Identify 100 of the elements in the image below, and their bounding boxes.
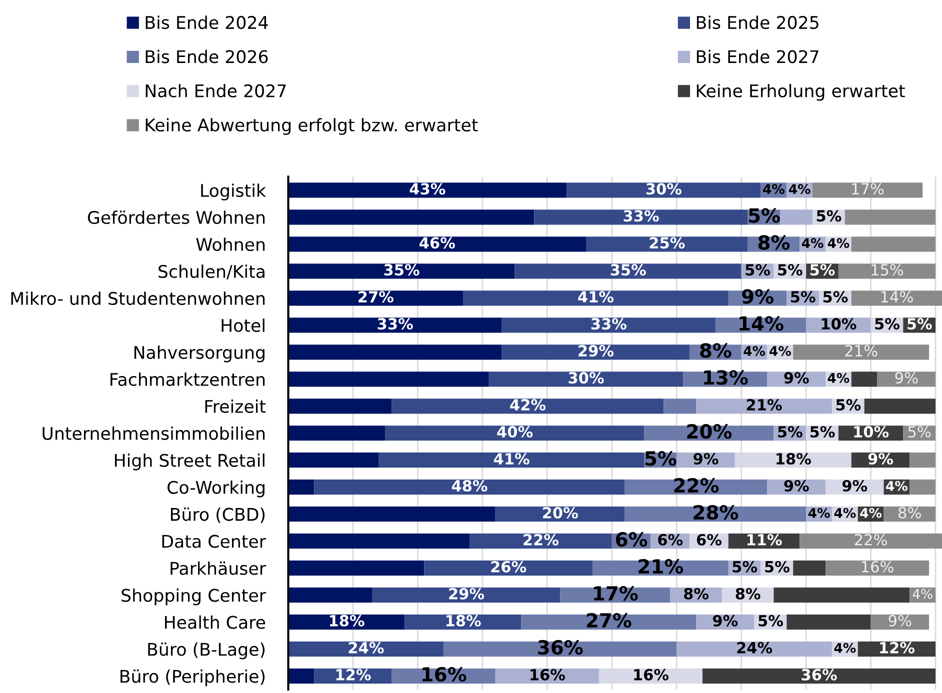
data-label: 48% (452, 480, 488, 492)
data-label: 18% (330, 614, 364, 626)
data-label: 21% (845, 345, 878, 357)
data-label: 4% (834, 508, 856, 518)
data-label: 4% (912, 588, 932, 599)
bar (521, 614, 696, 630)
bar (664, 398, 696, 414)
bar (288, 318, 502, 333)
data-label: 20% (543, 506, 578, 519)
y-tick-label: Fachmarktzentren (110, 372, 265, 386)
data-label: 29% (578, 345, 614, 357)
data-label: 5% (875, 318, 900, 330)
bar (392, 398, 664, 414)
data-label: 5% (758, 614, 783, 626)
data-label: 36% (802, 668, 837, 680)
y-tick-label: Büro (B-Lage) (148, 642, 265, 660)
bar (444, 641, 677, 657)
data-label: 12% (880, 642, 914, 654)
data-label: 24% (737, 642, 772, 654)
bar (800, 534, 942, 549)
data-label: 4% (828, 238, 850, 248)
data-label: 8% (736, 588, 760, 600)
bar (288, 506, 496, 522)
data-label: 36% (538, 640, 583, 655)
bar (793, 560, 826, 576)
bar (288, 480, 314, 495)
bar (378, 452, 644, 468)
bar (288, 668, 314, 684)
bar (702, 668, 936, 684)
data-label: 22% (674, 478, 719, 493)
data-label: 41% (578, 291, 614, 303)
data-label: 9% (694, 452, 718, 465)
bar (786, 614, 871, 630)
data-label: 4% (808, 508, 830, 518)
y-tick-label: Co-Working (168, 480, 264, 498)
y-tick-label: Wohnen (196, 238, 265, 252)
bar (851, 236, 936, 252)
data-label: 4% (886, 480, 908, 491)
bar (463, 290, 728, 306)
data-label: 25% (650, 237, 685, 249)
bar (851, 290, 942, 306)
bar (372, 588, 560, 603)
data-label: 28% (694, 505, 738, 520)
data-label: 5% (816, 210, 842, 222)
data-label: 6% (696, 534, 722, 546)
data-label: 5% (778, 426, 802, 438)
data-label: 27% (586, 612, 632, 628)
bar (838, 264, 936, 279)
data-label: 5% (823, 291, 848, 303)
data-label: 8% (684, 588, 709, 600)
bar (676, 641, 832, 657)
data-label: 6% (658, 534, 683, 546)
y-tick-label: Data Center (162, 534, 266, 548)
bar (780, 210, 813, 225)
data-label: 4% (860, 508, 882, 518)
data-label: 4% (834, 642, 856, 653)
data-label: 5% (765, 560, 790, 573)
data-label: 33% (591, 318, 626, 330)
bar (288, 290, 464, 306)
data-label: 4% (770, 346, 791, 356)
bar (696, 398, 832, 414)
legend-label: Bis Ende 2024 (146, 16, 268, 30)
data-label: 11% (747, 534, 782, 546)
data-label: 5% (746, 264, 770, 276)
bar (288, 210, 534, 225)
bar (774, 588, 910, 603)
data-label: 35% (384, 264, 420, 276)
bar (566, 182, 761, 198)
bar (495, 506, 625, 522)
data-label: 9% (712, 614, 738, 626)
data-label: 27% (358, 291, 394, 303)
data-label: 5% (908, 318, 932, 330)
data-label: 5% (810, 264, 835, 276)
data-label: 13% (704, 370, 748, 385)
y-tick-label: Nahversorgung (134, 346, 264, 362)
bar (288, 236, 586, 252)
data-label: 6% (616, 532, 648, 547)
bar (502, 344, 690, 360)
data-label: 4% (763, 184, 784, 194)
data-label: 18% (776, 452, 811, 465)
bar (288, 426, 386, 441)
y-tick-label: Büro (CBD) (170, 508, 265, 523)
data-label: 35% (610, 264, 646, 276)
data-label: 24% (348, 642, 384, 654)
bar (586, 236, 748, 252)
data-label: 9% (888, 614, 912, 626)
data-label: 33% (378, 318, 413, 330)
bar (288, 560, 424, 576)
bar (288, 182, 567, 198)
bar (288, 372, 489, 387)
data-label: 16% (530, 668, 565, 680)
data-label: 43% (410, 183, 446, 195)
data-label: 41% (494, 452, 530, 465)
bar (514, 264, 742, 279)
bar (812, 182, 923, 198)
data-label: 5% (778, 264, 802, 276)
data-label: 8% (700, 343, 732, 358)
legend-label: Bis Ende 2025 (696, 16, 818, 30)
data-label: 15% (872, 264, 904, 276)
data-label: 33% (624, 210, 659, 222)
